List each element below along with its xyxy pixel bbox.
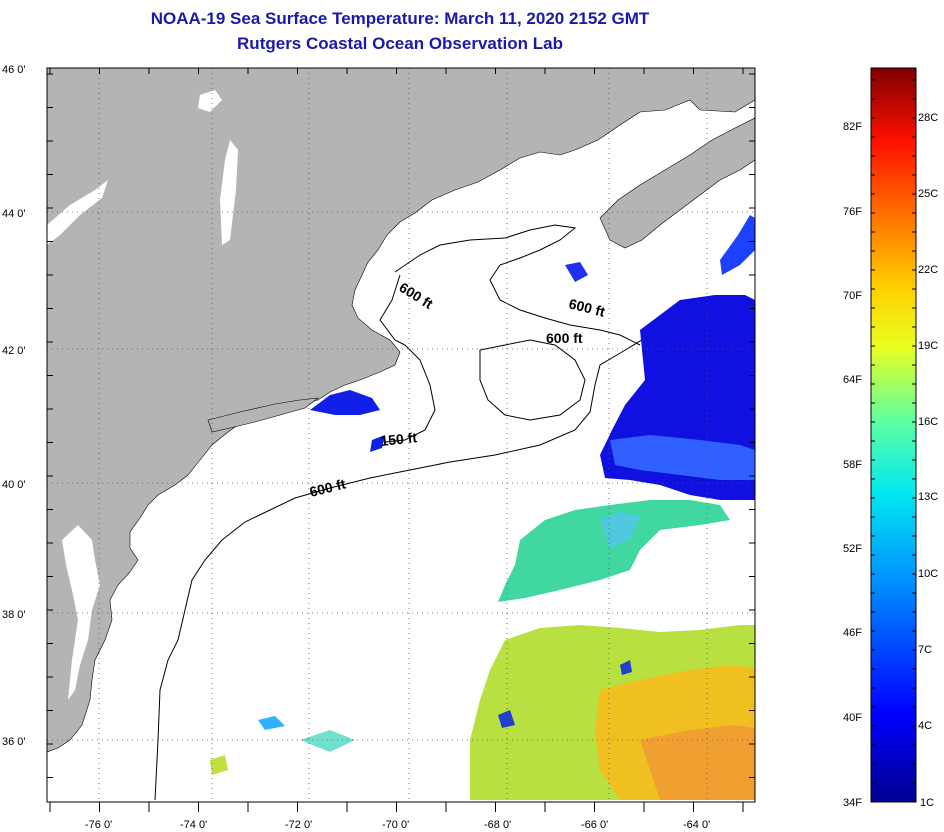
colorbar-c-label: 28C: [918, 112, 938, 124]
colorbar-c-label: 7C: [918, 644, 932, 656]
lake: [220, 140, 238, 245]
contour-600ft: [154, 319, 673, 801]
lon-label: -72 0': [285, 819, 312, 831]
lon-label: -76 0': [85, 819, 112, 831]
map-title: NOAA-19 Sea Surface Temperature: March 1…: [150, 9, 650, 28]
colorbar-f-label: 70F: [843, 290, 862, 302]
lake: [198, 90, 222, 112]
lon-label: -66 0': [581, 819, 608, 831]
contour-label: 150 ft: [380, 429, 418, 449]
lake: [62, 525, 100, 700]
colorbar-f-label: 34F: [843, 797, 862, 809]
sst-cold-water: [310, 215, 755, 500]
contour-label: 600 ft: [546, 330, 583, 346]
colorbar-f-label: 76F: [843, 206, 862, 218]
lat-label: 44 0': [2, 208, 26, 220]
sst-warm-water: [210, 625, 755, 800]
colorbar: [870, 67, 917, 803]
lat-label: 36 0': [2, 736, 26, 748]
colorbar-f-label: 40F: [843, 712, 862, 724]
land-long-island: [207, 397, 320, 433]
colorbar-c-label: 16C: [918, 416, 938, 428]
lon-label: -68 0': [484, 819, 511, 831]
lon-label: -64 0': [683, 819, 710, 831]
axis-ticks: [47, 68, 755, 812]
lon-label: -74 0': [180, 819, 207, 831]
colorbar-c-label: 13C: [918, 491, 938, 503]
colorbar-f-label: 46F: [843, 627, 862, 639]
colorbar-c-label: 4C: [918, 720, 932, 732]
colorbar-ticks: [871, 79, 916, 784]
map-border: [46, 67, 756, 803]
lon-label: -70 0': [382, 819, 409, 831]
lat-label: 38 0': [2, 609, 26, 621]
lat-label: 42 0': [2, 345, 26, 357]
colorbar-c-label: 10C: [918, 568, 938, 580]
lake: [47, 180, 108, 245]
colorbar-f-label: 52F: [843, 543, 862, 555]
colorbar-c-label: 19C: [918, 340, 938, 352]
lat-label: 46 0': [2, 64, 26, 76]
sst-mid-water: [258, 500, 730, 752]
colorbar-c-label: 22C: [918, 264, 938, 276]
colorbar-c-label: 25C: [918, 188, 938, 200]
colorbar-c-label: 1C: [920, 797, 934, 809]
colorbar-f-label: 58F: [843, 459, 862, 471]
colorbar-f-label: 64F: [843, 374, 862, 386]
contour-600ft-georges: [479, 339, 586, 421]
map-subtitle: Rutgers Coastal Ocean Observation Lab: [237, 34, 563, 53]
contour-150ft: [379, 274, 436, 443]
graticule: [47, 68, 755, 802]
land-nova-scotia: [599, 117, 755, 249]
colorbar-f-label: 82F: [843, 121, 862, 133]
lat-label: 40 0': [2, 479, 26, 491]
contour-600ft-gom: [394, 224, 641, 346]
